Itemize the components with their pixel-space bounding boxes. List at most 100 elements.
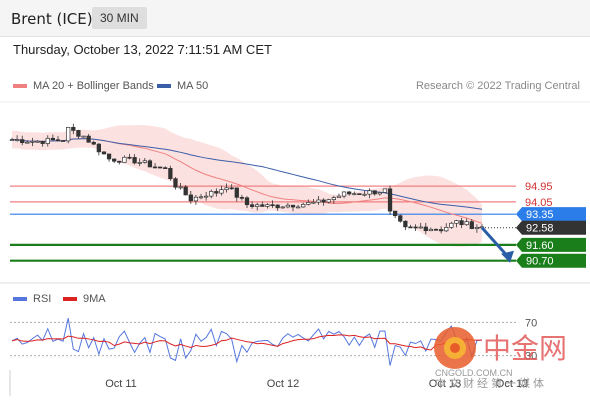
candle [438, 229, 444, 232]
candle [203, 195, 209, 198]
candle [163, 167, 168, 170]
level-tag-4 [516, 237, 586, 252]
legend-ma50-label: MA 50 [177, 80, 209, 92]
candle [464, 221, 469, 226]
candle [14, 139, 20, 141]
rsi-level-label-0: 70 [525, 317, 537, 329]
candle [367, 190, 372, 195]
candle [239, 197, 245, 199]
candle [30, 140, 35, 143]
candle [35, 140, 40, 143]
candle [290, 204, 296, 208]
x-tick-label: Oct 13 [429, 378, 461, 390]
level-label-3: 92.58 [526, 223, 554, 235]
candle [127, 156, 132, 159]
candle [311, 201, 316, 204]
candle [81, 135, 86, 138]
candle [306, 202, 311, 205]
legend-rsi-ma: 9MA [63, 293, 106, 305]
candle [20, 139, 25, 144]
candle [101, 151, 107, 155]
candle [382, 188, 388, 193]
candle [198, 196, 204, 199]
candle [229, 187, 234, 190]
candle [357, 193, 362, 196]
candle [403, 220, 408, 228]
candle [347, 191, 352, 195]
candle [168, 168, 173, 180]
candle [183, 186, 188, 196]
candle [408, 226, 413, 229]
level-label-2: 93.35 [526, 209, 554, 221]
candle [96, 143, 101, 153]
rsi-swatch-icon [13, 297, 27, 301]
rsi-ma-line [11, 334, 483, 351]
candle [122, 156, 127, 163]
candle [234, 187, 239, 198]
candle [50, 137, 56, 141]
candle [60, 140, 66, 142]
candle [275, 204, 280, 209]
bollinger-swatch-icon [13, 84, 27, 88]
level-label-1: 94.05 [525, 197, 553, 209]
candle [301, 204, 306, 208]
candle [341, 191, 347, 197]
candle [76, 130, 81, 137]
candle [295, 206, 301, 209]
candle [224, 187, 229, 191]
candle [142, 160, 147, 163]
candle [413, 226, 418, 229]
level-label-0: 94.95 [525, 181, 553, 193]
candle [71, 126, 76, 131]
candle [280, 206, 285, 209]
candle [265, 204, 270, 207]
candle [219, 189, 224, 194]
candle [40, 140, 45, 144]
candle [25, 141, 30, 144]
candle [398, 215, 403, 222]
candle [418, 226, 423, 229]
candle [188, 194, 193, 202]
legend-ma50: MA 50 [157, 80, 208, 92]
candle [423, 226, 428, 232]
candle [209, 191, 214, 197]
watermark-tagline: 中文财经第一媒体 [435, 376, 547, 388]
candle [331, 197, 336, 200]
candle [55, 139, 61, 142]
candle [106, 153, 112, 160]
candle [66, 126, 71, 142]
candle [112, 158, 117, 162]
forecast-arrow-head-icon [501, 250, 514, 263]
timestamp: Thursday, October 13, 2022 7:11:51 AM CE… [13, 42, 272, 57]
level-tag-3 [516, 220, 586, 235]
candle [117, 160, 122, 163]
watermark-domain: CNGOLD.COM.CN [435, 368, 513, 378]
candle [86, 135, 91, 143]
candle [444, 227, 449, 232]
candle [45, 137, 50, 144]
candle [158, 166, 163, 169]
legend-bollinger-label: MA 20 + Bollinger Bands [33, 80, 154, 92]
candle [459, 220, 464, 226]
candle [91, 141, 96, 145]
interval-badge[interactable]: 30 MIN [92, 7, 147, 29]
candle [428, 228, 434, 232]
candle [137, 162, 142, 164]
candle [387, 188, 393, 212]
candle [372, 190, 377, 195]
level-label-5: 90.70 [526, 256, 554, 268]
candle [270, 204, 275, 207]
candle [316, 199, 321, 203]
rsi-line [11, 318, 483, 366]
candle [132, 157, 137, 164]
candle [474, 226, 480, 229]
candle [449, 222, 454, 228]
candle [178, 186, 183, 189]
candle [9, 139, 15, 142]
candle [173, 178, 178, 188]
x-tick-label: Oct 13 [496, 378, 528, 390]
level-tag-5 [516, 253, 586, 268]
legend-rsi-label: RSI [33, 293, 52, 305]
candle [377, 192, 382, 195]
watermark-name: 中金网 [483, 332, 567, 365]
